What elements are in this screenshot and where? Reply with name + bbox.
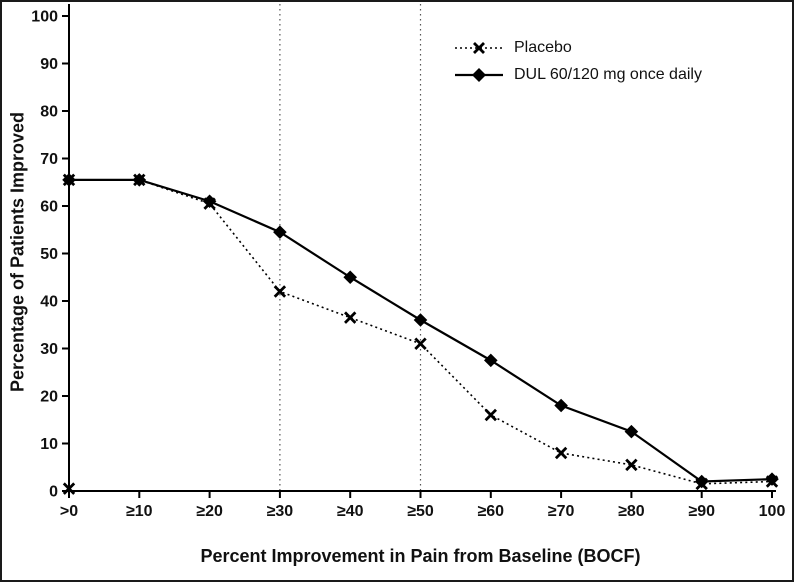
- marker-x-placebo: [414, 337, 427, 350]
- marker-diamond-dul-60-120-mg-once-daily: [413, 313, 428, 327]
- y-tick-label: 40: [40, 294, 58, 311]
- marker-diamond-dul-60-120-mg-once-daily: [624, 424, 639, 439]
- marker-x-placebo: [625, 458, 638, 472]
- marker-x-placebo: [344, 311, 357, 324]
- marker-x-extra: [62, 482, 76, 495]
- marker-diamond-dul-60-120-mg-once-daily: [62, 173, 76, 187]
- marker-diamond-dul-60-120-mg-once-daily: [765, 472, 779, 486]
- legend-item-dul: DUL 60/120 mg once daily: [454, 61, 702, 88]
- marker-diamond-dul-60-120-mg-once-daily: [484, 353, 498, 368]
- marker-diamond-dul-60-120-mg-once-daily: [273, 225, 287, 239]
- y-tick-label: 0: [49, 484, 58, 501]
- x-tick-label: ≥90: [688, 503, 715, 520]
- y-axis-label: Percentage of Patients Improved: [7, 111, 28, 393]
- marker-diamond-dul-60-120-mg-once-daily: [694, 474, 709, 489]
- legend-label-placebo: Placebo: [514, 38, 572, 56]
- x-tick-label: >0: [60, 503, 78, 520]
- placebo-line-swatch: [455, 41, 503, 54]
- dul-line-swatch: [455, 67, 503, 82]
- x-tick-label: ≥50: [407, 503, 434, 520]
- marker-x-placebo: [484, 408, 497, 422]
- diamond-marker-icon: [472, 67, 486, 82]
- legend-item-placebo: Placebo: [454, 34, 702, 61]
- y-tick-label: 10: [40, 436, 58, 453]
- x-tick-label: ≥60: [478, 503, 505, 520]
- marker-diamond-dul-60-120-mg-once-daily: [202, 194, 217, 209]
- x-axis-label: Percent Improvement in Pain from Baselin…: [200, 546, 641, 566]
- x-tick-label: ≥70: [548, 503, 575, 520]
- y-tick-label: 80: [40, 104, 58, 121]
- x-tick-label: ≥40: [337, 503, 364, 520]
- marker-diamond-dul-60-120-mg-once-daily: [554, 398, 568, 413]
- x-tick-label: 100: [759, 503, 786, 520]
- y-tick-label: 60: [40, 199, 58, 216]
- y-tick-label: 20: [40, 389, 58, 406]
- y-tick-label: 30: [40, 341, 58, 358]
- legend-label-dul: DUL 60/120 mg once daily: [514, 65, 702, 83]
- x-marker-icon: [473, 41, 485, 54]
- legend: Placebo DUL 60/120 mg once daily: [454, 34, 702, 88]
- y-tick-label: 50: [40, 246, 58, 263]
- x-tick-label: ≥80: [618, 503, 645, 520]
- y-tick-label: 100: [31, 9, 58, 26]
- x-tick-label: ≥20: [196, 503, 223, 520]
- x-tick-label: ≥30: [267, 503, 294, 520]
- marker-diamond-dul-60-120-mg-once-daily: [343, 270, 357, 285]
- y-tick-label: 90: [40, 56, 58, 73]
- x-tick-label: ≥10: [126, 503, 153, 520]
- marker-diamond-dul-60-120-mg-once-daily: [132, 173, 147, 187]
- marker-x-placebo: [554, 446, 568, 460]
- marker-x-placebo: [273, 285, 287, 298]
- y-tick-label: 70: [40, 151, 58, 168]
